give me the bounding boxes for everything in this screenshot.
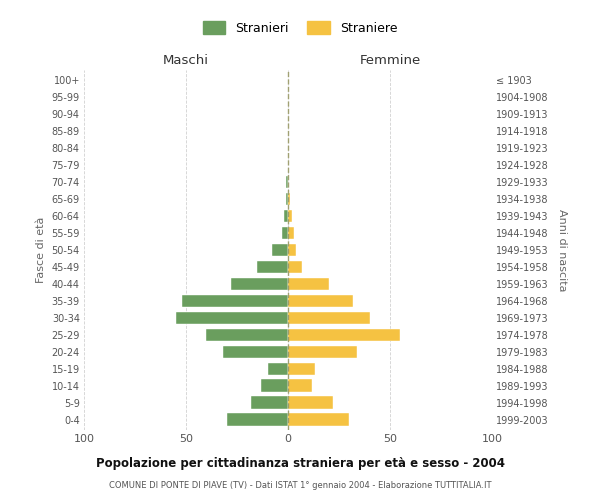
Bar bbox=[268, 362, 288, 375]
Legend: Stranieri, Straniere: Stranieri, Straniere bbox=[197, 16, 403, 40]
Bar bbox=[288, 192, 290, 205]
Bar bbox=[288, 210, 292, 222]
Bar bbox=[288, 278, 329, 290]
Bar bbox=[227, 414, 288, 426]
Bar bbox=[286, 176, 288, 188]
Bar bbox=[288, 260, 302, 274]
Text: COMUNE DI PONTE DI PIAVE (TV) - Dati ISTAT 1° gennaio 2004 - Elaborazione TUTTIT: COMUNE DI PONTE DI PIAVE (TV) - Dati IST… bbox=[109, 481, 491, 490]
Bar bbox=[288, 380, 313, 392]
Bar bbox=[223, 346, 288, 358]
Y-axis label: Anni di nascita: Anni di nascita bbox=[557, 209, 567, 291]
Y-axis label: Fasce di età: Fasce di età bbox=[36, 217, 46, 283]
Bar bbox=[288, 294, 353, 308]
Bar bbox=[231, 278, 288, 290]
Bar bbox=[262, 380, 288, 392]
Bar bbox=[288, 414, 349, 426]
Text: Maschi: Maschi bbox=[163, 54, 209, 66]
Bar bbox=[282, 226, 288, 239]
Bar bbox=[288, 226, 294, 239]
Bar bbox=[206, 328, 288, 342]
Bar bbox=[257, 260, 288, 274]
Text: Popolazione per cittadinanza straniera per età e sesso - 2004: Popolazione per cittadinanza straniera p… bbox=[95, 458, 505, 470]
Text: Femmine: Femmine bbox=[359, 54, 421, 66]
Bar bbox=[288, 244, 296, 256]
Bar bbox=[288, 328, 400, 342]
Bar bbox=[288, 312, 370, 324]
Bar bbox=[182, 294, 288, 308]
Bar bbox=[251, 396, 288, 409]
Bar bbox=[288, 346, 358, 358]
Bar bbox=[288, 396, 333, 409]
Bar bbox=[286, 192, 288, 205]
Bar bbox=[288, 362, 314, 375]
Bar bbox=[176, 312, 288, 324]
Bar bbox=[272, 244, 288, 256]
Bar bbox=[284, 210, 288, 222]
